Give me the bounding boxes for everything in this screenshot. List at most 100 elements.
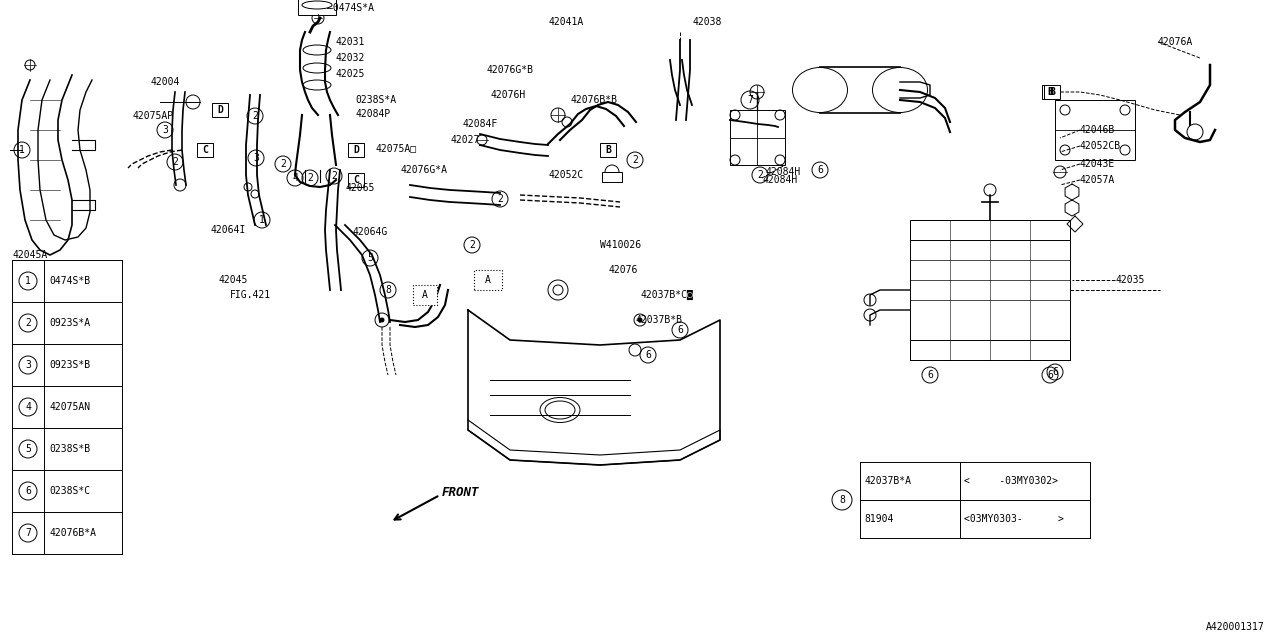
Text: 6: 6: [817, 165, 823, 175]
Bar: [910, 220, 1070, 360]
Text: 42075AN: 42075AN: [49, 402, 90, 412]
Text: A420001317: A420001317: [1206, 622, 1265, 632]
Text: 2: 2: [26, 318, 31, 328]
Bar: [600, 143, 616, 157]
Text: 6: 6: [1052, 367, 1059, 377]
Text: 1: 1: [259, 215, 265, 225]
Text: 7: 7: [26, 528, 31, 538]
Text: 42065: 42065: [346, 183, 374, 193]
Text: 6: 6: [26, 486, 31, 496]
Text: 3: 3: [253, 153, 259, 163]
Bar: [348, 143, 364, 157]
Bar: [602, 172, 622, 182]
Text: 6: 6: [645, 350, 652, 360]
Text: <     -03MY0302>: < -03MY0302>: [964, 476, 1059, 486]
Text: 42084H: 42084H: [765, 167, 800, 177]
Text: B: B: [1047, 87, 1053, 97]
Text: 42037B*C◙: 42037B*C◙: [640, 290, 692, 300]
Text: 42084P: 42084P: [355, 109, 390, 119]
Text: 42004: 42004: [150, 77, 179, 87]
Text: 0238S*A: 0238S*A: [355, 95, 396, 105]
Text: 42076H: 42076H: [490, 90, 525, 100]
Text: 42052C: 42052C: [548, 170, 584, 180]
Text: 4: 4: [26, 402, 31, 412]
Bar: [1044, 85, 1060, 99]
Text: 2: 2: [332, 171, 337, 181]
Text: 6: 6: [927, 370, 933, 380]
Text: 5: 5: [367, 253, 372, 263]
Text: 42035: 42035: [1115, 275, 1144, 285]
Text: 2: 2: [756, 170, 763, 180]
Text: 42075A□: 42075A□: [375, 143, 416, 153]
Text: 5: 5: [26, 444, 31, 454]
Circle shape: [637, 318, 643, 322]
Text: 6: 6: [677, 325, 684, 335]
Text: 0923S*B: 0923S*B: [49, 360, 90, 370]
Text: 1: 1: [19, 145, 24, 155]
Text: 42084F: 42084F: [462, 119, 497, 129]
Text: D: D: [218, 105, 223, 115]
Text: FIG.421: FIG.421: [230, 290, 271, 300]
Bar: [910, 220, 1070, 240]
Text: 42076B*A: 42076B*A: [49, 528, 96, 538]
Text: 42064I: 42064I: [210, 225, 246, 235]
Text: 42076: 42076: [608, 265, 637, 275]
Text: 42043E: 42043E: [1080, 159, 1115, 169]
Circle shape: [380, 318, 384, 322]
Text: 42045: 42045: [218, 275, 247, 285]
Text: 81904: 81904: [864, 514, 893, 524]
Text: A: A: [485, 275, 492, 285]
Text: 42045A: 42045A: [12, 250, 47, 260]
Text: 42038: 42038: [692, 17, 722, 27]
Text: 1: 1: [26, 276, 31, 286]
Text: 42075AP: 42075AP: [132, 111, 173, 121]
Text: 42084H: 42084H: [762, 175, 797, 185]
Text: 4: 4: [292, 173, 298, 183]
Text: 42046B: 42046B: [1080, 125, 1115, 135]
Bar: [197, 143, 212, 157]
Text: 42032: 42032: [335, 53, 365, 63]
Text: 42076G*A: 42076G*A: [401, 165, 447, 175]
Text: C: C: [202, 145, 207, 155]
Text: 42076B*B: 42076B*B: [570, 95, 617, 105]
Text: 2: 2: [280, 159, 285, 169]
Text: 0923S*A: 0923S*A: [49, 318, 90, 328]
Text: 42037B*B: 42037B*B: [635, 315, 682, 325]
Text: 0474S*B: 0474S*B: [49, 276, 90, 286]
Text: 42064G: 42064G: [352, 227, 388, 237]
Text: 42037B*A: 42037B*A: [864, 476, 911, 486]
Text: W410026: W410026: [600, 240, 641, 250]
Text: 8: 8: [840, 495, 845, 505]
Text: 42076A: 42076A: [1158, 37, 1193, 47]
Text: B: B: [1050, 87, 1055, 97]
Bar: [348, 173, 364, 187]
Text: 42076G*B: 42076G*B: [486, 65, 532, 75]
Text: A: A: [422, 290, 428, 300]
Text: <03MY0303-      >: <03MY0303- >: [964, 514, 1064, 524]
Text: 42025: 42025: [335, 69, 365, 79]
Text: FRONT: FRONT: [442, 486, 480, 499]
Text: 3: 3: [26, 360, 31, 370]
Text: 42031: 42031: [335, 37, 365, 47]
Text: C: C: [353, 175, 358, 185]
Text: D: D: [353, 145, 358, 155]
Bar: [1042, 85, 1059, 99]
Bar: [1055, 100, 1135, 160]
Bar: [298, 0, 337, 15]
Text: 2: 2: [468, 240, 475, 250]
Text: 2: 2: [632, 155, 637, 165]
Text: 42041A: 42041A: [548, 17, 584, 27]
Text: 0238S*B: 0238S*B: [49, 444, 90, 454]
Bar: [730, 110, 785, 165]
Text: 42027: 42027: [451, 135, 480, 145]
Text: B: B: [605, 145, 611, 155]
Text: —0474S*A: —0474S*A: [326, 3, 374, 13]
Text: 2: 2: [497, 194, 503, 204]
Bar: [910, 340, 1070, 360]
Text: 2: 2: [172, 157, 178, 167]
Bar: [212, 103, 228, 117]
Text: 42057A: 42057A: [1080, 175, 1115, 185]
Text: 8: 8: [385, 285, 390, 295]
Text: 7: 7: [748, 95, 753, 105]
Text: 2: 2: [252, 111, 259, 121]
